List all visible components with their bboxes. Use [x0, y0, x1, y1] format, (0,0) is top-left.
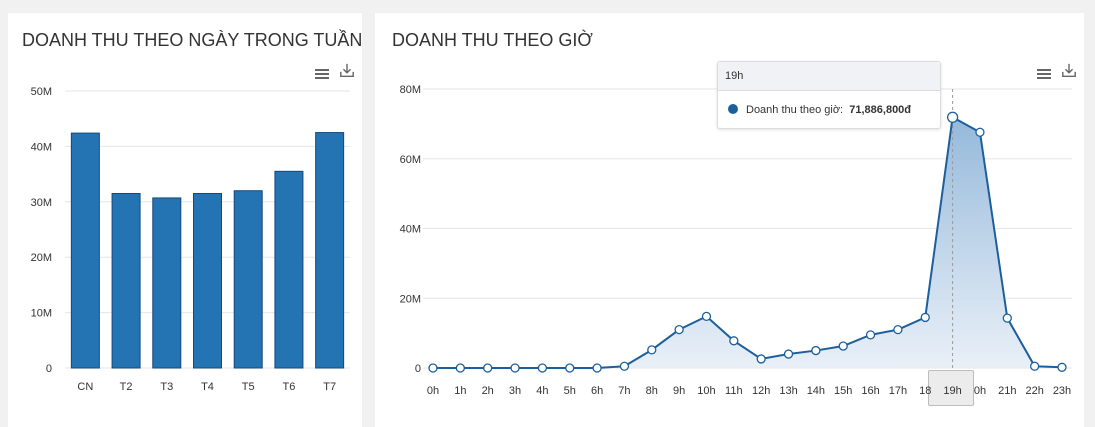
data-point[interactable]	[647, 345, 657, 355]
bar[interactable]	[111, 192, 141, 369]
data-point[interactable]	[893, 324, 903, 335]
data-point[interactable]	[1030, 361, 1040, 371]
x-tick-label: 13h	[779, 385, 797, 397]
weekday-bar-chart: 0 10M 20M 30M 40M 50M CN T2 T3 T4 T5 T6 T7	[31, 86, 350, 393]
data-point[interactable]	[756, 354, 766, 364]
data-point[interactable]	[920, 312, 930, 323]
data-point[interactable]	[838, 341, 848, 351]
hourly-chart-title: DOANH THU THEO GIỜ	[392, 30, 593, 50]
x-tick-label: 17h	[889, 385, 907, 397]
x-tick-label: 2h	[482, 385, 494, 397]
download-icon[interactable]	[338, 63, 356, 79]
x-tick-label: 22h	[1025, 385, 1043, 397]
data-point[interactable]	[428, 363, 438, 373]
y-tick-label: 20M	[31, 252, 52, 264]
x-tick-label: 16h	[861, 385, 879, 397]
y-tick-label: 0	[415, 363, 421, 375]
data-point[interactable]	[510, 363, 520, 373]
x-tick-label: 12h	[752, 385, 770, 397]
y-tick-label: 50M	[31, 86, 52, 98]
data-point[interactable]	[1002, 313, 1012, 323]
x-tick-label: 0h	[974, 385, 986, 397]
bar[interactable]	[152, 197, 182, 369]
hamburger-menu-icon[interactable]	[1036, 66, 1054, 82]
x-tick-label: T7	[323, 381, 336, 393]
x-tick-label: 3h	[509, 385, 521, 397]
x-tick-label: 18	[919, 385, 931, 397]
x-tick-label: T2	[120, 381, 133, 393]
y-tick-label: 0	[46, 363, 52, 375]
x-tick-label: T4	[201, 381, 214, 393]
y-tick-label: 30M	[31, 197, 52, 209]
data-point[interactable]	[729, 336, 739, 346]
bar[interactable]	[274, 170, 304, 369]
x-tick-label: 9h	[673, 385, 685, 397]
y-tick-label: 40M	[400, 224, 421, 236]
bar[interactable]	[193, 192, 222, 369]
x-tick-label: 15h	[834, 385, 852, 397]
y-tick-label: 60M	[400, 154, 421, 166]
data-point[interactable]	[565, 363, 575, 373]
download-icon[interactable]	[1060, 63, 1078, 79]
chart-tooltip: 19h Doanh thu theo giờ: 71,886,800đ	[717, 61, 941, 129]
tooltip-body: Doanh thu theo giờ: 71,886,800đ	[718, 91, 940, 129]
tooltip-series-label: Doanh thu theo giờ:	[746, 104, 844, 116]
data-point[interactable]	[783, 349, 794, 359]
y-tick-label: 10M	[31, 308, 52, 320]
x-tick-label: 1h	[454, 385, 466, 397]
data-point[interactable]	[1057, 362, 1067, 372]
bar[interactable]	[233, 190, 263, 369]
x-axis-highlight-box	[928, 370, 974, 406]
data-point[interactable]	[674, 324, 684, 335]
tooltip-header: 19h	[718, 62, 940, 91]
x-tick-label: T6	[283, 381, 296, 393]
tooltip-value: 71,886,800đ	[849, 104, 912, 116]
x-tick-label: 4h	[536, 385, 548, 397]
weekday-revenue-panel: DOANH THU THEO NGÀY TRONG TUẦN 0 10M 20M 30…	[8, 13, 362, 427]
x-tick-label: CN	[77, 381, 93, 393]
x-tick-label: 21h	[998, 385, 1016, 397]
x-tick-label: 0h	[427, 385, 439, 397]
x-tick-label: 7h	[618, 385, 630, 397]
x-tick-label: 11h	[725, 385, 743, 397]
hourly-revenue-panel: DOANH THU THEO GIỜ 0 20M 40M 60M 80M 0h 1h 2h 3h…	[375, 13, 1084, 427]
x-tick-label: T5	[242, 381, 255, 393]
x-tick-label: 14h	[807, 385, 825, 397]
hourly-area-chart: 0 20M 40M 60M 80M 0h 1h 2h 3h 4h 5h 6h 7h 8h 9h 10h 11h 1…	[400, 84, 1072, 397]
y-tick-label: 20M	[400, 293, 421, 305]
x-tick-label: 5h	[564, 385, 576, 397]
series-dot-icon	[728, 104, 738, 115]
data-point[interactable]	[701, 311, 712, 322]
x-tick-label: T3	[160, 381, 173, 393]
y-tick-label: 40M	[31, 141, 52, 153]
data-point[interactable]	[865, 330, 876, 340]
x-tick-label: 23h	[1053, 385, 1071, 397]
data-point[interactable]	[483, 363, 493, 373]
y-tick-label: 80M	[400, 84, 421, 96]
data-point[interactable]	[537, 363, 548, 373]
data-point[interactable]	[619, 361, 630, 371]
weekday-chart-title: DOANH THU THEO NGÀY TRONG TUẦN	[22, 30, 363, 50]
data-point[interactable]	[592, 363, 602, 373]
hamburger-menu-icon[interactable]	[314, 66, 332, 82]
area-fill	[433, 117, 1062, 368]
bar[interactable]	[70, 132, 100, 369]
bar[interactable]	[315, 132, 345, 369]
data-point[interactable]	[455, 363, 465, 373]
x-tick-label: 10h	[697, 385, 715, 397]
data-point[interactable]	[975, 127, 985, 137]
data-point[interactable]	[811, 345, 821, 356]
data-point[interactable]	[946, 111, 959, 123]
x-tick-label: 8h	[646, 385, 658, 397]
x-tick-label: 6h	[591, 385, 603, 397]
x-tick-label: 19h	[943, 385, 961, 397]
